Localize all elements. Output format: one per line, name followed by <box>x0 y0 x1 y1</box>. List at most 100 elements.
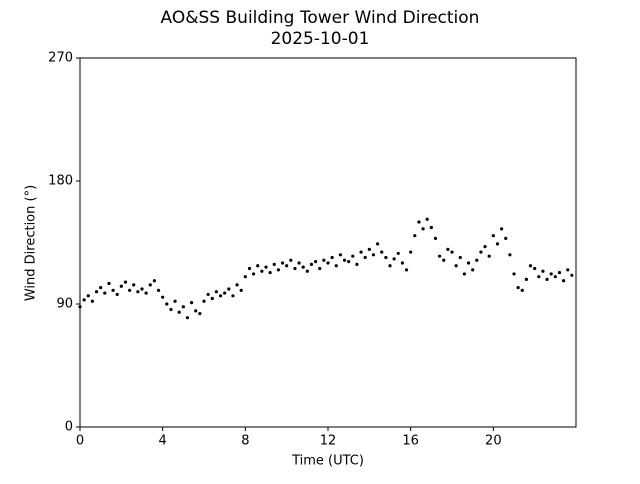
point <box>223 291 227 295</box>
point <box>148 283 152 287</box>
point <box>132 283 136 287</box>
point <box>111 288 115 292</box>
point <box>355 262 359 266</box>
point <box>487 254 491 258</box>
point <box>144 291 148 295</box>
point <box>562 279 566 283</box>
point <box>388 264 392 268</box>
y-tick-label: 90 <box>56 297 73 312</box>
point <box>367 247 371 251</box>
point <box>442 258 446 262</box>
point <box>264 265 268 269</box>
point <box>520 288 524 292</box>
point <box>173 299 177 303</box>
point <box>524 277 529 281</box>
point <box>409 250 413 254</box>
point <box>82 298 86 302</box>
point <box>305 269 309 273</box>
point <box>421 227 425 231</box>
point <box>566 268 570 272</box>
point <box>103 291 107 295</box>
point <box>107 281 111 286</box>
point <box>90 299 94 303</box>
point <box>557 270 562 275</box>
point <box>210 296 214 301</box>
point <box>438 254 442 258</box>
chart-title: AO&SS Building Tower Wind Direction <box>161 8 480 28</box>
point <box>115 292 119 297</box>
y-axis-label: Wind Direction (°) <box>24 185 39 301</box>
point <box>528 264 533 268</box>
chart-subtitle: 2025-10-01 <box>271 29 370 49</box>
point <box>462 272 466 276</box>
point <box>243 275 247 279</box>
point <box>491 234 495 238</box>
point <box>479 250 483 254</box>
x-tick-label: 12 <box>320 434 337 449</box>
point <box>218 294 223 298</box>
y-tick-label: 180 <box>48 174 73 189</box>
point <box>495 242 500 246</box>
point <box>570 273 574 277</box>
point <box>123 280 128 284</box>
point <box>516 286 520 290</box>
point <box>94 290 99 294</box>
point <box>471 268 475 272</box>
point <box>338 253 342 257</box>
point <box>169 307 173 312</box>
point <box>239 288 243 292</box>
point <box>206 292 210 297</box>
point <box>276 268 280 272</box>
point <box>136 290 140 294</box>
x-tick-label: 16 <box>402 434 419 449</box>
y-tick-label: 270 <box>48 51 73 66</box>
point <box>446 247 450 251</box>
point <box>128 288 132 292</box>
point <box>392 257 396 261</box>
point <box>214 290 218 294</box>
point <box>396 251 400 256</box>
point <box>194 309 198 313</box>
x-axis-label: Time (UTC) <box>291 454 364 469</box>
point <box>202 299 206 303</box>
point <box>508 253 512 257</box>
point <box>404 268 409 272</box>
point <box>450 250 454 254</box>
point <box>504 236 508 240</box>
point <box>376 242 380 246</box>
point <box>314 260 318 264</box>
point <box>185 316 190 320</box>
point <box>429 225 433 230</box>
point <box>537 275 541 279</box>
point <box>86 294 90 298</box>
y-tick-label: 0 <box>65 420 73 435</box>
point <box>326 261 330 265</box>
point <box>165 302 169 306</box>
point <box>334 264 338 268</box>
point <box>549 272 553 276</box>
point <box>309 262 314 266</box>
point <box>227 287 231 291</box>
point <box>181 305 185 309</box>
point <box>231 294 235 298</box>
point <box>553 275 557 279</box>
point <box>301 265 305 269</box>
point <box>289 258 293 262</box>
point <box>285 264 289 268</box>
point <box>140 287 144 291</box>
point <box>413 234 417 238</box>
point <box>433 236 438 240</box>
point <box>256 264 260 268</box>
point <box>318 266 322 271</box>
point <box>425 217 429 221</box>
point <box>458 255 462 260</box>
point <box>454 264 458 268</box>
point <box>371 253 376 257</box>
point <box>247 266 252 271</box>
point <box>252 272 256 276</box>
point <box>380 250 384 254</box>
point <box>533 266 537 271</box>
point <box>347 260 351 264</box>
point <box>280 261 285 265</box>
